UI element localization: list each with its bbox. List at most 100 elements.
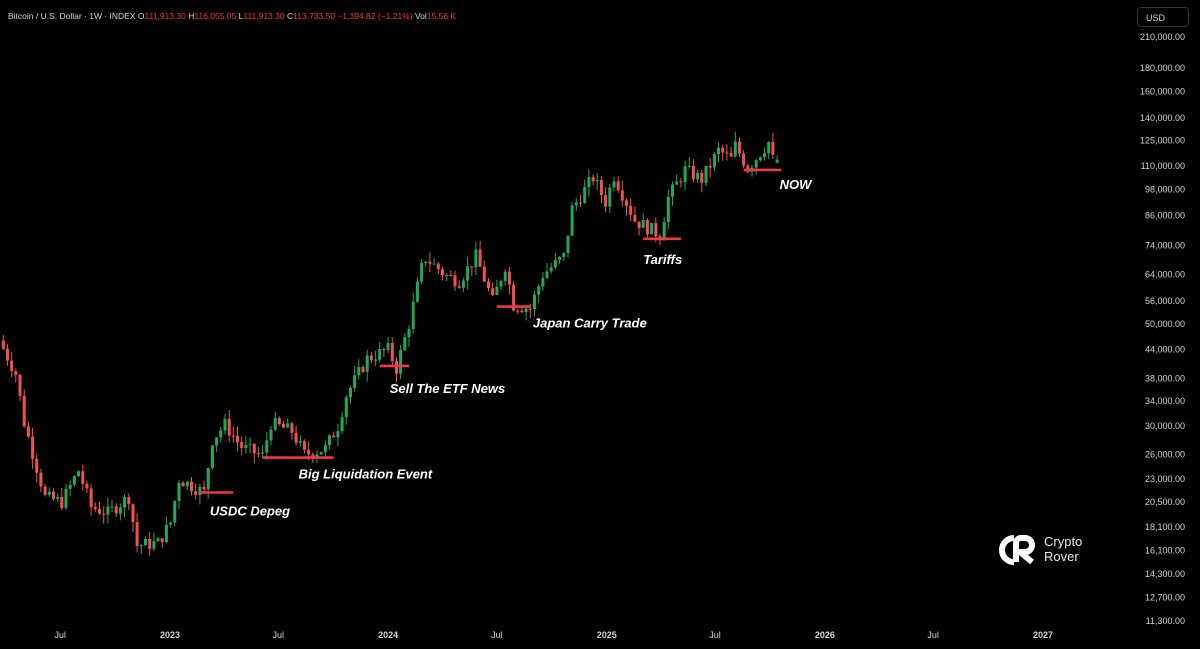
- candle-body: [43, 486, 47, 495]
- candle-body: [671, 184, 674, 197]
- candle-body: [10, 360, 14, 372]
- candle-body: [307, 449, 311, 455]
- candle-body: [390, 343, 394, 362]
- candle-body: [457, 286, 461, 288]
- candle-body: [738, 141, 741, 154]
- candle-body: [583, 187, 587, 203]
- candle-body: [403, 337, 407, 351]
- candle-body: [353, 375, 357, 388]
- x-tick-label: 2023: [160, 630, 180, 640]
- candle-body: [173, 500, 177, 523]
- candle-body: [52, 491, 55, 499]
- candle-body: [382, 349, 386, 350]
- candle-body: [466, 266, 470, 281]
- candle-body: [708, 166, 712, 168]
- y-tick-label: 14,300.00: [1145, 569, 1185, 579]
- candle-body: [604, 195, 608, 207]
- candle-body: [106, 506, 110, 515]
- x-tick-label: Jul: [54, 630, 66, 640]
- candle-body: [181, 482, 185, 487]
- candle-body: [1, 340, 5, 349]
- candle-body: [152, 541, 156, 549]
- candle-body: [562, 253, 566, 257]
- candle-body: [340, 417, 344, 432]
- candle-body: [26, 426, 30, 437]
- candle-body: [261, 452, 265, 454]
- annotation-layer: USDC Depeg Big Liquidation Event Sell The …: [199, 168, 814, 519]
- candle-body: [595, 180, 599, 182]
- y-tick-label: 20,500.00: [1145, 497, 1185, 507]
- candle-body: [114, 506, 118, 514]
- open-value: 111,913.30: [144, 11, 186, 21]
- annotation-label: Tariffs: [643, 252, 682, 267]
- candle-body: [369, 355, 373, 360]
- candle-body: [215, 437, 219, 446]
- candle-body: [144, 538, 147, 546]
- candle-body: [302, 441, 306, 450]
- candle-body: [256, 453, 260, 455]
- candle-body: [89, 488, 93, 507]
- candle-body: [298, 441, 302, 443]
- candle-body: [432, 263, 436, 265]
- candle-body: [252, 443, 256, 454]
- y-tick-label: 23,000.00: [1145, 474, 1185, 484]
- candle-body: [717, 147, 720, 155]
- candle-body: [81, 471, 85, 484]
- y-tick-label: 44,000.00: [1145, 344, 1185, 354]
- candle-body: [424, 261, 428, 263]
- candle-body: [616, 181, 620, 191]
- volume-label: Vol: [414, 11, 427, 21]
- candle-body: [700, 172, 704, 183]
- annotation-label: Sell The ETF News: [390, 381, 506, 396]
- x-tick-label: 2027: [1033, 630, 1053, 640]
- candle-body: [319, 452, 323, 455]
- candle-body: [420, 262, 424, 282]
- symbol-title[interactable]: Bitcoin / U.S. Dollar · 1W · INDEX: [8, 11, 136, 21]
- candle-body: [323, 445, 327, 452]
- candle-body: [612, 181, 616, 188]
- y-tick-label: 16,100.00: [1145, 545, 1185, 555]
- price-axis[interactable]: 210,000.00 180,000.00 160,000.00 140,000.00…: [1140, 32, 1185, 626]
- candle-body: [662, 222, 666, 241]
- candle-body: [202, 486, 206, 490]
- candle-body: [407, 328, 411, 338]
- currency-button[interactable]: USD: [1137, 7, 1189, 27]
- candle-body: [758, 157, 762, 160]
- low-label: L: [238, 11, 244, 21]
- y-tick-label: 160,000.00: [1140, 86, 1185, 96]
- candle-body: [524, 308, 528, 312]
- candle-body: [599, 180, 603, 195]
- candle-body: [98, 509, 101, 514]
- candle-body: [507, 271, 511, 285]
- candle-body: [754, 160, 758, 168]
- y-tick-label: 50,000.00: [1145, 319, 1185, 329]
- candle-body: [93, 507, 97, 510]
- candle-body: [470, 266, 474, 268]
- candle-body: [206, 468, 210, 490]
- y-tick-label: 38,000.00: [1145, 374, 1185, 384]
- candle-body: [248, 443, 252, 445]
- candle-body: [148, 538, 152, 549]
- y-tick-label: 180,000.00: [1140, 63, 1185, 73]
- time-axis[interactable]: Jul 2023 Jul 2024 Jul 2025 Jul 2026 Jul 2027: [54, 630, 1053, 640]
- candle-body: [499, 280, 503, 287]
- candle-body: [361, 367, 365, 372]
- candle-body: [445, 275, 449, 277]
- candle-body: [587, 177, 591, 187]
- candle-body: [675, 181, 679, 185]
- candle-body: [721, 147, 725, 153]
- candle-body: [14, 371, 18, 375]
- high-label: H: [188, 11, 195, 21]
- candle-body: [654, 223, 658, 237]
- candle-body: [39, 472, 43, 487]
- candle-body: [378, 349, 382, 360]
- candle-body: [374, 359, 378, 361]
- candle-body: [620, 190, 624, 201]
- candle-body: [503, 271, 507, 281]
- candle-body: [386, 343, 390, 350]
- crypto-rover-logo-icon: [999, 535, 1035, 565]
- candle-body: [110, 506, 114, 508]
- candle-body: [411, 301, 415, 329]
- annotation-label: NOW: [780, 177, 814, 192]
